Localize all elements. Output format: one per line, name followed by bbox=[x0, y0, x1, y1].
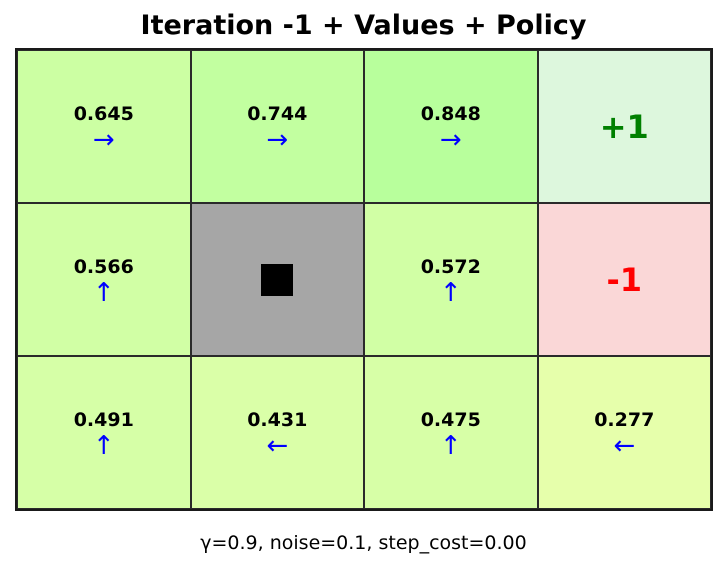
state-value: 0.572 bbox=[420, 255, 481, 278]
grid-cell-r2-c1: 0.431 ← bbox=[190, 356, 364, 509]
grid-cell-r0-c3: +1 bbox=[537, 50, 711, 203]
up-arrow-icon: ↑ bbox=[439, 277, 462, 308]
grid-cell-r2-c3: 0.277 ← bbox=[537, 356, 711, 509]
grid-cell-r0-c0: 0.645 → bbox=[17, 50, 191, 203]
grid-cell-r1-c2: 0.572 ↑ bbox=[364, 203, 538, 356]
state-value: 0.475 bbox=[420, 408, 481, 431]
state-value: 0.431 bbox=[247, 408, 308, 431]
left-arrow-icon: ← bbox=[266, 430, 289, 461]
up-arrow-icon: ↑ bbox=[92, 277, 115, 308]
terminal-reward-label: +1 bbox=[599, 107, 649, 146]
right-arrow-icon: → bbox=[439, 124, 462, 155]
right-arrow-icon: → bbox=[92, 124, 115, 155]
state-value: 0.848 bbox=[420, 102, 481, 125]
up-arrow-icon: ↑ bbox=[439, 430, 462, 461]
grid-cell-r0-c1: 0.744 → bbox=[190, 50, 364, 203]
state-value: 0.277 bbox=[594, 408, 655, 431]
state-value: 0.566 bbox=[73, 255, 134, 278]
right-arrow-icon: → bbox=[266, 124, 289, 155]
grid-cell-r1-c3: -1 bbox=[537, 203, 711, 356]
grid-cell-r2-c2: 0.475 ↑ bbox=[364, 356, 538, 509]
grid-cell-r0-c2: 0.848 → bbox=[364, 50, 538, 203]
page-title: Iteration -1 + Values + Policy bbox=[140, 10, 587, 41]
gridworld-grid: 0.645 → 0.744 → 0.848 → +1 0.566 ↑ 0.572 ↑ -1 0.491 ↑… bbox=[15, 48, 713, 511]
left-arrow-icon: ← bbox=[613, 430, 636, 461]
grid-cell-r1-c1 bbox=[190, 203, 364, 356]
grid-cell-r1-c0: 0.566 ↑ bbox=[17, 203, 191, 356]
wall-block-icon bbox=[261, 263, 294, 296]
state-value: 0.645 bbox=[73, 102, 134, 125]
parameters-caption: γ=0.9, noise=0.1, step_cost=0.00 bbox=[200, 532, 527, 554]
state-value: 0.491 bbox=[73, 408, 134, 431]
terminal-reward-label: -1 bbox=[606, 260, 643, 299]
up-arrow-icon: ↑ bbox=[92, 430, 115, 461]
state-value: 0.744 bbox=[247, 102, 308, 125]
grid-cell-r2-c0: 0.491 ↑ bbox=[17, 356, 191, 509]
